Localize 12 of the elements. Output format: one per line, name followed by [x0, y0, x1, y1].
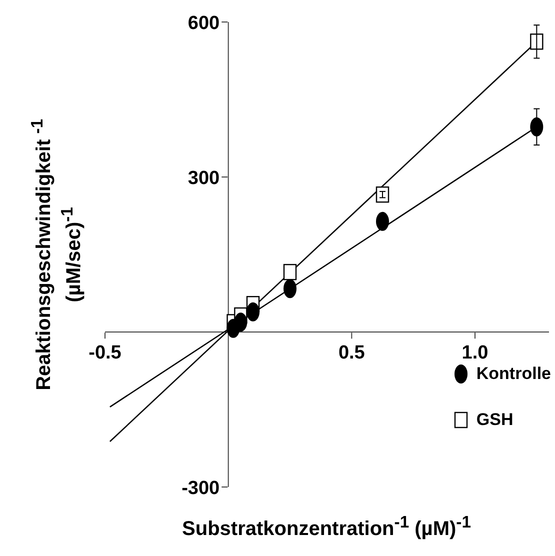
point	[530, 34, 544, 50]
y-tick-label: -300	[182, 478, 220, 499]
x-tick-label: 1.0	[462, 342, 488, 364]
legend-label: Kontrolle	[476, 364, 551, 384]
point	[283, 264, 297, 280]
x-tick-label: 0.5	[338, 342, 366, 364]
y-tick-label: 600	[188, 13, 220, 34]
legend-label: GSH	[476, 410, 514, 430]
x-tick-label: -0.5	[88, 342, 122, 364]
x-axis-title: Substratkonzentration$^{-1}$ (µM)$^{-1}$	[182, 512, 471, 540]
point	[376, 186, 390, 203]
y-tick-label: 300	[188, 168, 220, 189]
